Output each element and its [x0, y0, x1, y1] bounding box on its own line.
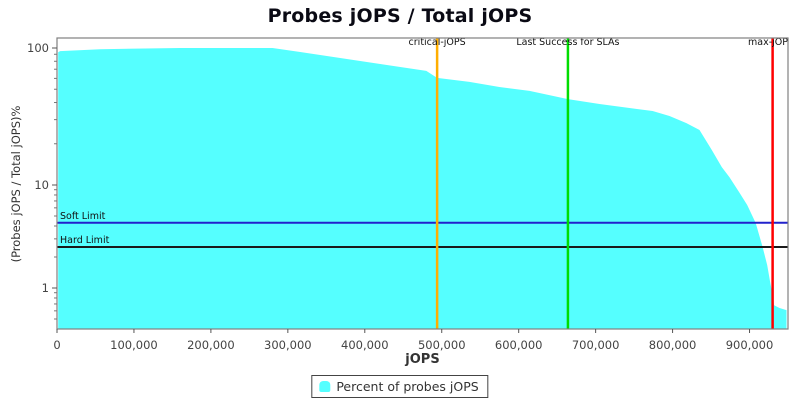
y-tick-label: 10 [34, 178, 49, 192]
legend-item-label: Percent of probes jOPS [336, 379, 479, 394]
plot-border [56, 37, 789, 330]
x-tick-label: 600,000 [495, 338, 543, 352]
x-tick-label: 400,000 [341, 338, 389, 352]
x-axis-label: jOPS [405, 352, 440, 367]
hline-label-soft-limit: Soft Limit [60, 211, 106, 222]
x-tick-label: 300,000 [264, 338, 312, 352]
x-tick-label: 900,000 [726, 338, 774, 352]
x-tick-label: 500,000 [418, 338, 466, 352]
x-tick-label: 800,000 [649, 338, 697, 352]
legend: Percent of probes jOPS [311, 375, 489, 398]
vline-label-max-jop: max-jOP [748, 37, 788, 48]
x-tick-label: 200,000 [187, 338, 235, 352]
x-tick-label: 700,000 [572, 338, 620, 352]
y-tick-label: 100 [27, 41, 49, 55]
legend-area-marker-icon [319, 381, 331, 392]
x-tick-label: 100,000 [110, 338, 158, 352]
hline-label-hard-limit: Hard Limit [60, 235, 110, 246]
x-tick-label: 0 [53, 338, 60, 352]
y-tick-label: 1 [42, 281, 49, 295]
vline-label-last-success-for-slas: Last Success for SLAs [516, 37, 619, 48]
area-series-percent-probes-jops [58, 48, 787, 329]
vline-label-critical-jops: critical-jOPS [409, 37, 466, 48]
chart-title: Probes jOPS / Total jOPS [267, 5, 533, 27]
y-axis-label: (Probes jOPS / Total jOPS)% [9, 105, 23, 263]
